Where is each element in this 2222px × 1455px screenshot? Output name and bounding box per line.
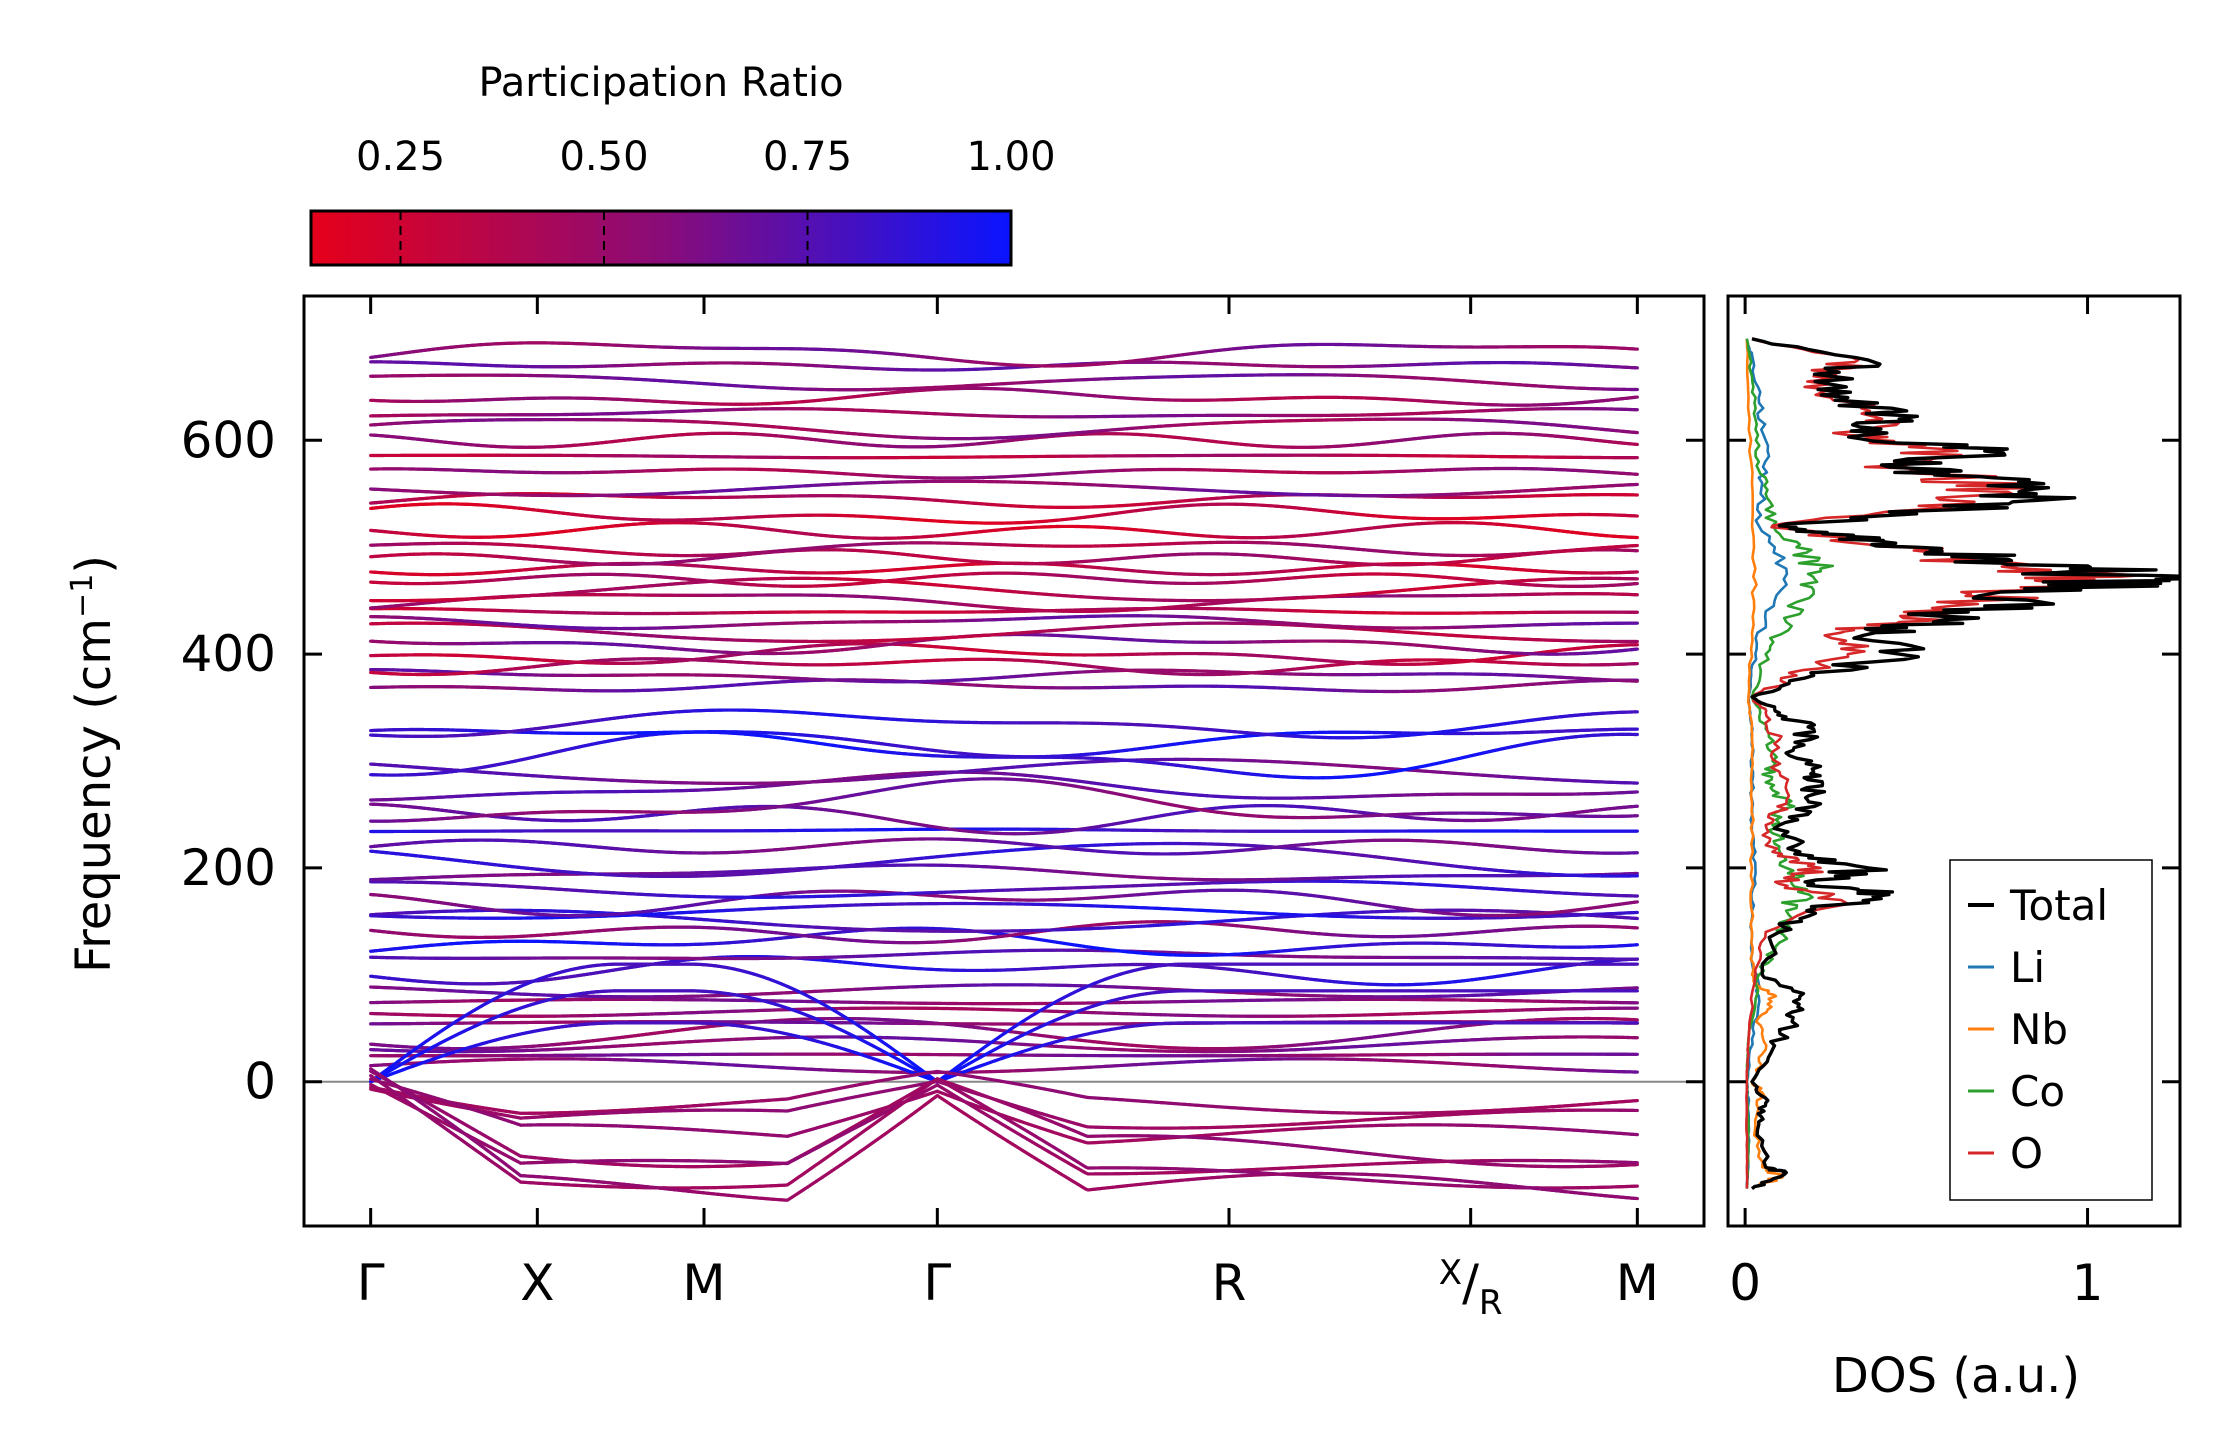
colorbar-label: Participation Ratio bbox=[478, 60, 843, 106]
colorbar-gradient bbox=[311, 211, 1011, 265]
colorbar: Participation Ratio 0.25 0.50 0.75 1.00 bbox=[311, 60, 1056, 265]
figure: Participation Ratio 0.25 0.50 0.75 1.00 020… bbox=[0, 0, 2222, 1455]
colorbar-tick-label: 0.25 bbox=[356, 134, 445, 180]
colorbar-tick-label: 1.00 bbox=[966, 134, 1055, 180]
colorbar-tick-label: 0.50 bbox=[559, 134, 648, 180]
colorbar-tick-label: 0.75 bbox=[763, 134, 852, 180]
